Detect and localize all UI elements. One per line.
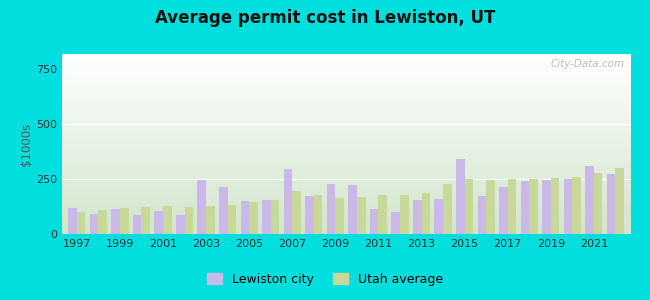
Bar: [616, 168, 624, 234]
Bar: [240, 201, 249, 234]
Bar: [422, 193, 430, 234]
Bar: [176, 215, 185, 234]
Bar: [219, 187, 227, 234]
Bar: [585, 167, 594, 234]
Bar: [90, 214, 98, 234]
Legend: Lewiston city, Utah average: Lewiston city, Utah average: [202, 268, 448, 291]
Bar: [111, 209, 120, 234]
Bar: [198, 180, 206, 234]
Bar: [465, 179, 473, 234]
Bar: [400, 195, 409, 234]
Bar: [77, 212, 85, 234]
Bar: [486, 180, 495, 234]
Bar: [163, 206, 172, 234]
Bar: [327, 184, 335, 234]
Bar: [521, 181, 529, 234]
Bar: [155, 211, 163, 234]
Bar: [594, 173, 603, 234]
Bar: [378, 195, 387, 234]
Bar: [542, 180, 551, 234]
Bar: [499, 187, 508, 234]
Bar: [314, 195, 322, 234]
Bar: [370, 209, 378, 234]
Bar: [270, 200, 280, 234]
Text: City-Data.com: City-Data.com: [551, 59, 625, 69]
Bar: [249, 202, 258, 234]
Bar: [607, 174, 616, 234]
Bar: [348, 184, 357, 234]
Bar: [443, 184, 452, 234]
Bar: [68, 208, 77, 234]
Bar: [508, 179, 516, 234]
Text: Average permit cost in Lewiston, UT: Average permit cost in Lewiston, UT: [155, 9, 495, 27]
Bar: [206, 206, 215, 234]
Bar: [551, 178, 560, 234]
Bar: [564, 179, 573, 234]
Y-axis label: $1000s: $1000s: [20, 122, 33, 166]
Bar: [391, 212, 400, 234]
Bar: [262, 200, 270, 234]
Bar: [283, 169, 292, 234]
Bar: [413, 200, 422, 234]
Bar: [120, 208, 129, 234]
Bar: [434, 199, 443, 234]
Bar: [335, 198, 344, 234]
Bar: [478, 196, 486, 234]
Bar: [456, 159, 465, 234]
Bar: [529, 179, 538, 234]
Bar: [133, 215, 142, 234]
Bar: [306, 196, 314, 234]
Bar: [227, 206, 236, 234]
Bar: [98, 210, 107, 234]
Bar: [292, 191, 301, 234]
Bar: [185, 207, 193, 234]
Bar: [357, 197, 365, 234]
Bar: [573, 177, 581, 234]
Bar: [142, 207, 150, 234]
